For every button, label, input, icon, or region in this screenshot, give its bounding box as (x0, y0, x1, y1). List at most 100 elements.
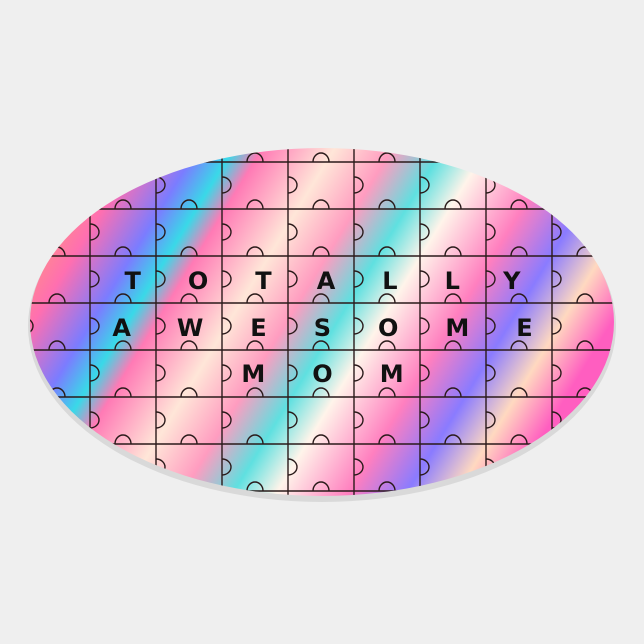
puzzle-tab (222, 506, 231, 522)
puzzle-tab (576, 152, 594, 163)
puzzle-tab (353, 458, 364, 476)
puzzle-tab (618, 177, 627, 193)
puzzle-tab (485, 223, 496, 241)
puzzle-tab (221, 317, 232, 335)
puzzle-tab (420, 506, 429, 522)
puzzle-tab (48, 434, 66, 445)
puzzle-tab (510, 481, 528, 492)
puzzle-tab (287, 411, 298, 429)
puzzle-tab (312, 481, 330, 492)
puzzle-tab (419, 270, 430, 288)
puzzle-tab (312, 387, 330, 398)
puzzle-tab (246, 152, 264, 163)
puzzle-tab (287, 176, 298, 194)
puzzle-tab (419, 223, 430, 241)
puzzle-tab (221, 364, 232, 382)
puzzle-tab (419, 364, 430, 382)
puzzle-tab (510, 387, 528, 398)
puzzle-tab (551, 270, 562, 288)
puzzle-tab (114, 152, 132, 163)
puzzle-tab (287, 458, 298, 476)
puzzle-tab (419, 458, 430, 476)
puzzle-tab (180, 340, 198, 351)
puzzle-tab (378, 293, 396, 304)
puzzle-tab (114, 434, 132, 445)
sticker-text: TOTALLY AWESOME MOM (112, 267, 579, 388)
puzzle-tab (155, 364, 166, 382)
puzzle-tab (485, 364, 496, 382)
puzzle-tab (353, 364, 364, 382)
puzzle-tab (552, 506, 561, 522)
puzzle-tab (89, 176, 100, 194)
puzzle-tab (221, 458, 232, 476)
puzzle-tab (510, 434, 528, 445)
puzzle-tab (576, 199, 594, 210)
puzzle-tab (48, 199, 66, 210)
puzzle-tab (287, 223, 298, 241)
puzzle-tab (485, 317, 496, 335)
puzzle-tab (89, 364, 100, 382)
puzzle-tab (576, 293, 594, 304)
puzzle-tab (155, 411, 166, 429)
puzzle-tab (114, 481, 132, 492)
puzzle-tab (114, 246, 132, 257)
puzzle-tab (312, 340, 330, 351)
puzzle-tab (221, 223, 232, 241)
puzzle-tab (444, 152, 462, 163)
puzzle-tab (287, 364, 298, 382)
puzzle-tab (89, 317, 100, 335)
puzzle-tab (419, 317, 430, 335)
puzzle-tab (378, 434, 396, 445)
puzzle-tab (510, 340, 528, 351)
puzzle-tab (246, 293, 264, 304)
puzzle-tab (246, 481, 264, 492)
puzzle-tab (48, 481, 66, 492)
puzzle-tab (485, 411, 496, 429)
puzzle-tab (30, 176, 34, 194)
puzzle-tab (155, 223, 166, 241)
puzzle-tab (378, 152, 396, 163)
puzzle-tab (287, 270, 298, 288)
puzzle-tab (354, 506, 363, 522)
puzzle-tab (618, 224, 627, 240)
puzzle-tab (156, 506, 165, 522)
puzzle-tab (618, 412, 627, 428)
swirl-background (30, 148, 614, 496)
puzzle-tab (551, 317, 562, 335)
puzzle-tab (485, 270, 496, 288)
puzzle-tab (221, 270, 232, 288)
puzzle-tab (444, 246, 462, 257)
puzzle-tab (444, 199, 462, 210)
puzzle-tab (114, 293, 132, 304)
puzzle-tab (444, 434, 462, 445)
puzzle-tab (221, 176, 232, 194)
puzzle-tab (551, 458, 562, 476)
puzzle-tab (114, 340, 132, 351)
text-line-awesome: AWESOME (112, 314, 579, 342)
puzzle-tab (30, 270, 34, 288)
puzzle-tab (618, 365, 627, 381)
puzzle-tab (288, 506, 297, 522)
puzzle-tab (114, 199, 132, 210)
puzzle-tab (155, 317, 166, 335)
puzzle-tab (510, 293, 528, 304)
puzzle-tab (312, 246, 330, 257)
puzzle-tab (353, 223, 364, 241)
puzzle-tab (353, 176, 364, 194)
puzzle-tab (353, 270, 364, 288)
puzzle-tab (221, 411, 232, 429)
puzzle-tab (155, 270, 166, 288)
puzzle-tab (353, 411, 364, 429)
puzzle-tab (246, 434, 264, 445)
puzzle-tab (246, 387, 264, 398)
puzzle-tab (89, 458, 100, 476)
puzzle-tab (246, 199, 264, 210)
puzzle-tab (30, 223, 34, 241)
puzzle-tab (551, 364, 562, 382)
puzzle-tab (246, 246, 264, 257)
puzzle-tab (48, 293, 66, 304)
puzzle-tab (551, 223, 562, 241)
puzzle-tab (444, 293, 462, 304)
puzzle-tab (419, 411, 430, 429)
puzzle-tab (618, 459, 627, 475)
